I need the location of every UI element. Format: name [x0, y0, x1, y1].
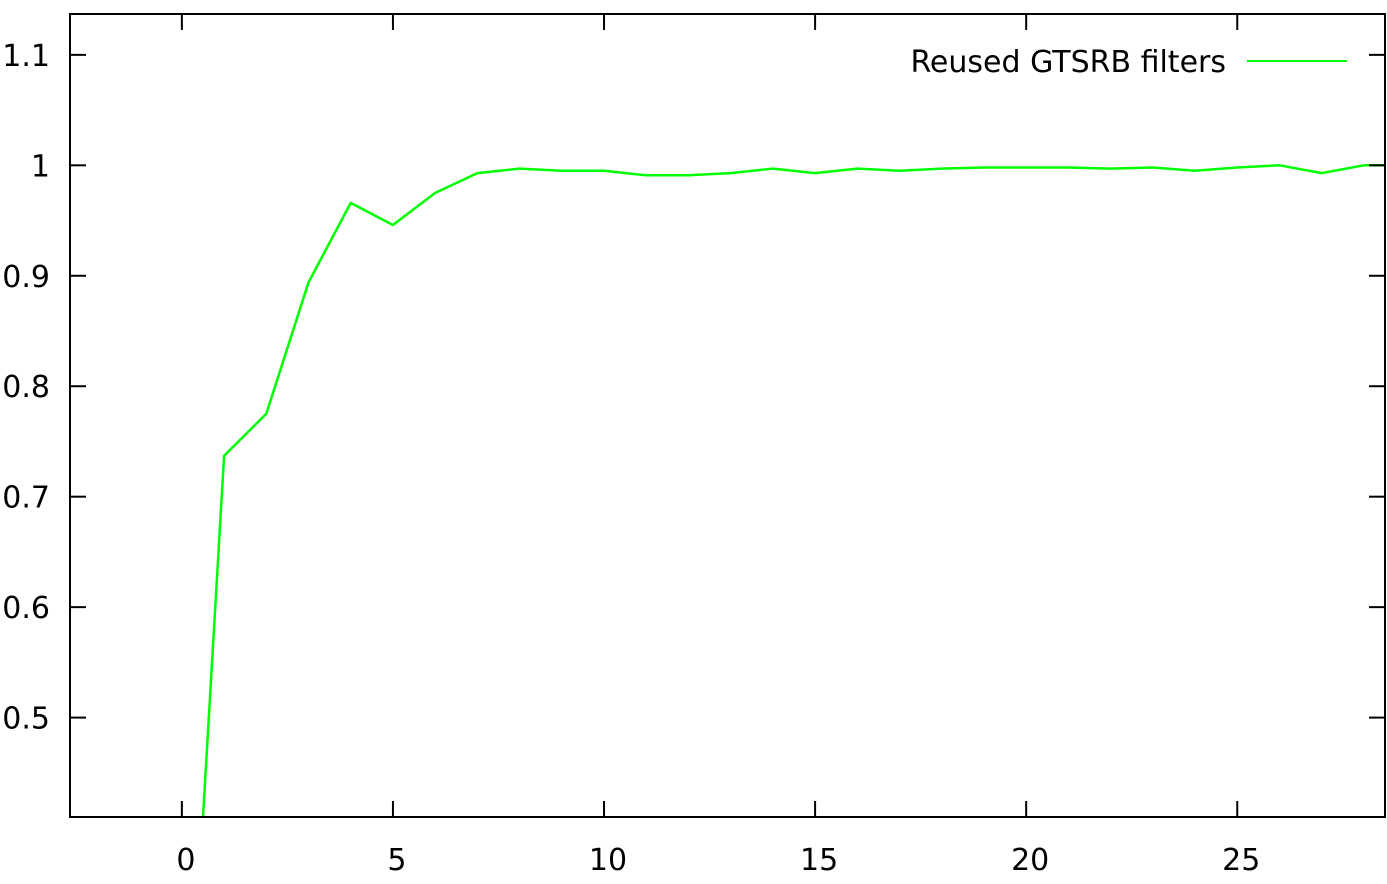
- y-tick-label: 1: [31, 149, 50, 184]
- y-tick-label: 0.8: [2, 370, 50, 405]
- x-tick-label: 25: [1222, 843, 1260, 878]
- series-line: [201, 164, 1385, 818]
- y-tick-label: 1.1: [2, 39, 50, 74]
- x-tick-label: 20: [1011, 843, 1049, 878]
- y-tick-label: 0.7: [2, 481, 50, 516]
- x-tick-label: 0: [176, 843, 195, 878]
- y-tick-label: 0.6: [2, 591, 50, 626]
- x-tick-label: 5: [387, 843, 406, 878]
- x-tick-label: 15: [800, 843, 838, 878]
- y-tick-label: 0.9: [2, 260, 50, 295]
- plot-frame: [69, 13, 1386, 818]
- y-tick-label: 0.5: [2, 702, 50, 737]
- series-layer: [201, 164, 1385, 818]
- y-axis-ticks: 0.5 0.6 0.7 0.8 0.9 1 1.1: [2, 39, 1385, 737]
- legend-label: Reused GTSRB filters: [910, 45, 1226, 80]
- x-tick-label: 10: [589, 843, 627, 878]
- x-axis-ticks: 0 5 10 15 20 25: [176, 14, 1260, 878]
- legend: Reused GTSRB filters: [910, 45, 1347, 80]
